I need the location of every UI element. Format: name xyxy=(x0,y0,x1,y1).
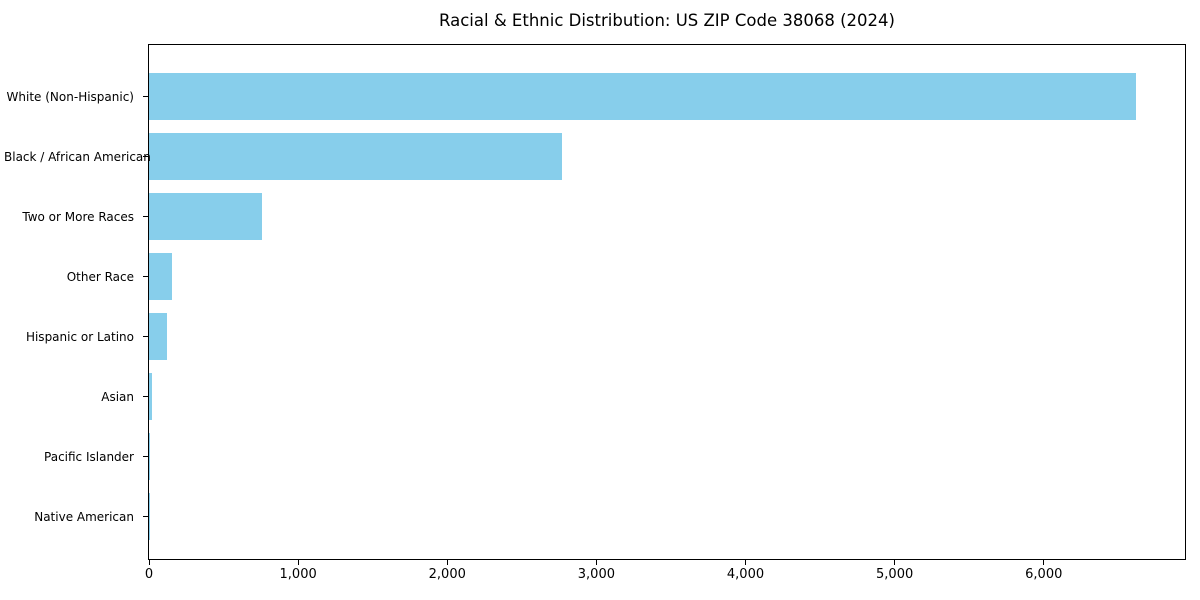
y-tick-label-pacific-islander: Pacific Islander xyxy=(44,449,134,464)
x-tick-0 xyxy=(148,560,150,565)
y-tick-label-asian: Asian xyxy=(101,389,134,404)
y-tick-label-two-or-more-races: Two or More Races xyxy=(22,209,134,224)
y-tick-label-white-non-hispanic: White (Non-Hispanic) xyxy=(6,89,134,104)
x-tick-label-0: 0 xyxy=(144,567,154,582)
y-tick-pacific-islander xyxy=(143,456,148,457)
x-tick-label-6000: 6,000 xyxy=(1025,567,1063,582)
y-tick-other-race xyxy=(143,276,148,277)
x-tick-2000 xyxy=(446,560,448,565)
x-tick-4000 xyxy=(745,560,747,565)
y-tick-two-or-more-races xyxy=(143,216,148,217)
x-tick-5000 xyxy=(894,560,896,565)
x-tick-3000 xyxy=(595,560,597,565)
x-tick-6000 xyxy=(1043,560,1045,565)
y-tick-label-native-american: Native American xyxy=(34,509,134,524)
plot-area xyxy=(148,44,1186,560)
chart-title: Racial & Ethnic Distribution: US ZIP Cod… xyxy=(439,11,895,30)
y-tick-asian xyxy=(143,396,148,397)
x-tick-label-2000: 2,000 xyxy=(428,567,466,582)
y-tick-black-african-american xyxy=(143,156,148,157)
y-tick-hispanic-or-latino xyxy=(143,336,148,337)
bar-native-american xyxy=(149,493,151,540)
x-tick-label-1000: 1,000 xyxy=(279,567,317,582)
x-tick-label-4000: 4,000 xyxy=(726,567,765,582)
y-tick-label-black-african-american: Black / African American xyxy=(4,149,151,164)
y-tick-native-american xyxy=(143,516,148,517)
x-tick-1000 xyxy=(297,560,299,565)
bar-asian xyxy=(149,373,153,420)
bar-white-non-hispanic xyxy=(149,73,1136,120)
bar-two-or-more-races xyxy=(149,193,263,240)
bar-other-race xyxy=(149,253,173,300)
y-tick-label-other-race: Other Race xyxy=(66,269,134,284)
x-tick-label-3000: 3,000 xyxy=(577,567,615,582)
y-tick-label-hispanic-or-latino: Hispanic or Latino xyxy=(25,329,134,344)
y-tick-white-non-hispanic xyxy=(143,96,148,97)
x-tick-label-5000: 5,000 xyxy=(876,567,914,582)
bar-black-african-american xyxy=(149,133,563,180)
bar-hispanic-or-latino xyxy=(149,313,167,360)
